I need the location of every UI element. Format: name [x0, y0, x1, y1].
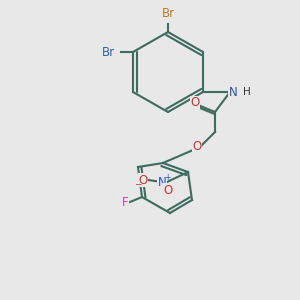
Text: Br: Br: [161, 7, 175, 20]
Text: N: N: [229, 85, 237, 98]
Text: F: F: [122, 196, 128, 208]
Text: O: O: [192, 140, 202, 154]
Text: N: N: [158, 176, 166, 188]
Text: H: H: [243, 87, 251, 97]
Text: O: O: [190, 97, 200, 110]
Text: Br: Br: [102, 46, 115, 59]
Text: O: O: [164, 184, 172, 196]
Text: −: −: [134, 179, 142, 188]
Text: +: +: [164, 173, 170, 182]
Text: O: O: [138, 173, 148, 187]
